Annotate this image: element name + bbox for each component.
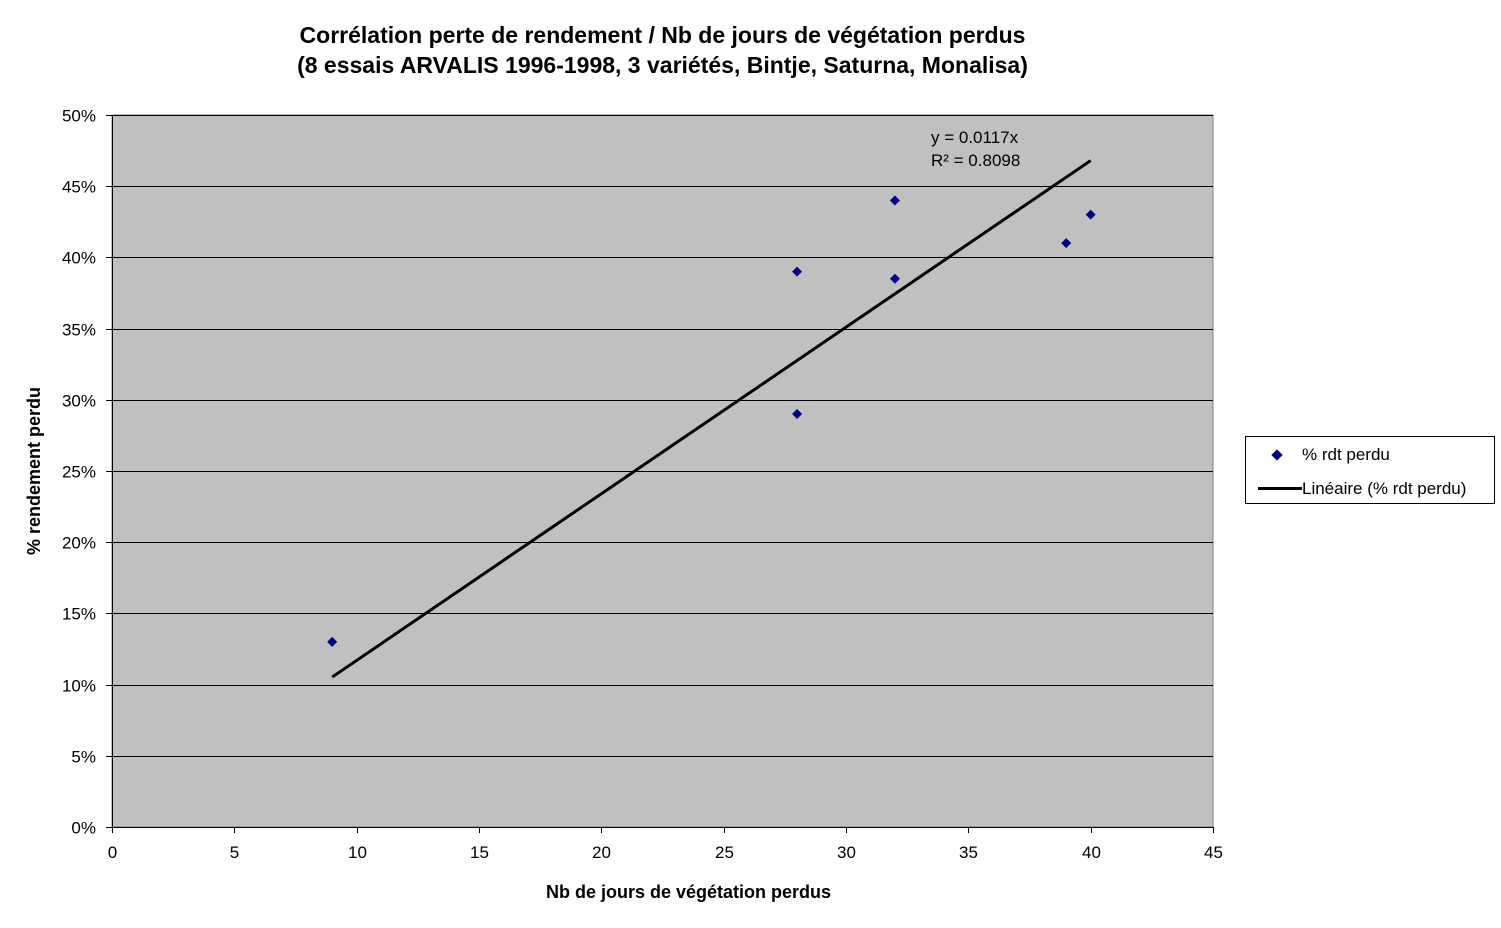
legend-label-trendline: Linéaire (% rdt perdu) bbox=[1302, 479, 1467, 498]
x-tick-label: 30 bbox=[837, 843, 856, 862]
chart-title: Corrélation perte de rendement / Nb de j… bbox=[112, 20, 1213, 80]
legend-line-marker bbox=[1246, 477, 1302, 501]
legend-diamond-marker bbox=[1246, 443, 1302, 467]
y-tick-label: 45% bbox=[62, 178, 96, 197]
data-point bbox=[889, 195, 900, 206]
y-tick-label: 25% bbox=[62, 463, 96, 482]
y-tick-label: 50% bbox=[62, 107, 96, 126]
legend-item-trendline: Linéaire (% rdt perdu) bbox=[1246, 477, 1466, 501]
trendline-equation: y = 0.0117x bbox=[931, 128, 1019, 147]
y-tick-label: 20% bbox=[62, 534, 96, 553]
y-tick-label: 10% bbox=[62, 677, 96, 696]
trendline-r2: R² = 0.8098 bbox=[931, 151, 1020, 170]
x-tick-label: 15 bbox=[470, 843, 489, 862]
legend: % rdt perdu Linéaire (% rdt perdu) bbox=[1245, 436, 1495, 504]
x-tick-label: 35 bbox=[959, 843, 978, 862]
y-tick-label: 5% bbox=[71, 748, 96, 767]
y-tick-label: 30% bbox=[62, 392, 96, 411]
chart-title-line-2: (8 essais ARVALIS 1996-1998, 3 variétés,… bbox=[297, 52, 1028, 78]
legend-item-scatter: % rdt perdu bbox=[1246, 443, 1390, 467]
x-tick-label: 20 bbox=[592, 843, 611, 862]
x-axis-title: Nb de jours de végétation perdus bbox=[546, 882, 831, 902]
y-tick-label: 35% bbox=[62, 321, 96, 340]
data-point bbox=[792, 409, 803, 420]
data-point bbox=[889, 273, 900, 284]
x-tick-label: 25 bbox=[715, 843, 734, 862]
x-tick-label: 45 bbox=[1204, 843, 1223, 862]
data-point bbox=[1085, 209, 1096, 220]
x-tick-label: 0 bbox=[108, 843, 117, 862]
data-point bbox=[1061, 238, 1072, 249]
legend-label-scatter: % rdt perdu bbox=[1302, 445, 1390, 464]
chart-title-line-1: Corrélation perte de rendement / Nb de j… bbox=[299, 22, 1026, 48]
y-axis-title: % rendement perdu bbox=[24, 387, 44, 555]
x-tick-label: 10 bbox=[348, 843, 367, 862]
y-tick-label: 40% bbox=[62, 249, 96, 268]
y-tick-label: 15% bbox=[62, 605, 96, 624]
trendline bbox=[331, 159, 1092, 679]
x-tick-label: 40 bbox=[1082, 843, 1101, 862]
data-point bbox=[327, 636, 338, 647]
data-point bbox=[792, 266, 803, 277]
y-tick-label: 0% bbox=[71, 819, 96, 838]
x-tick-label: 5 bbox=[230, 843, 239, 862]
